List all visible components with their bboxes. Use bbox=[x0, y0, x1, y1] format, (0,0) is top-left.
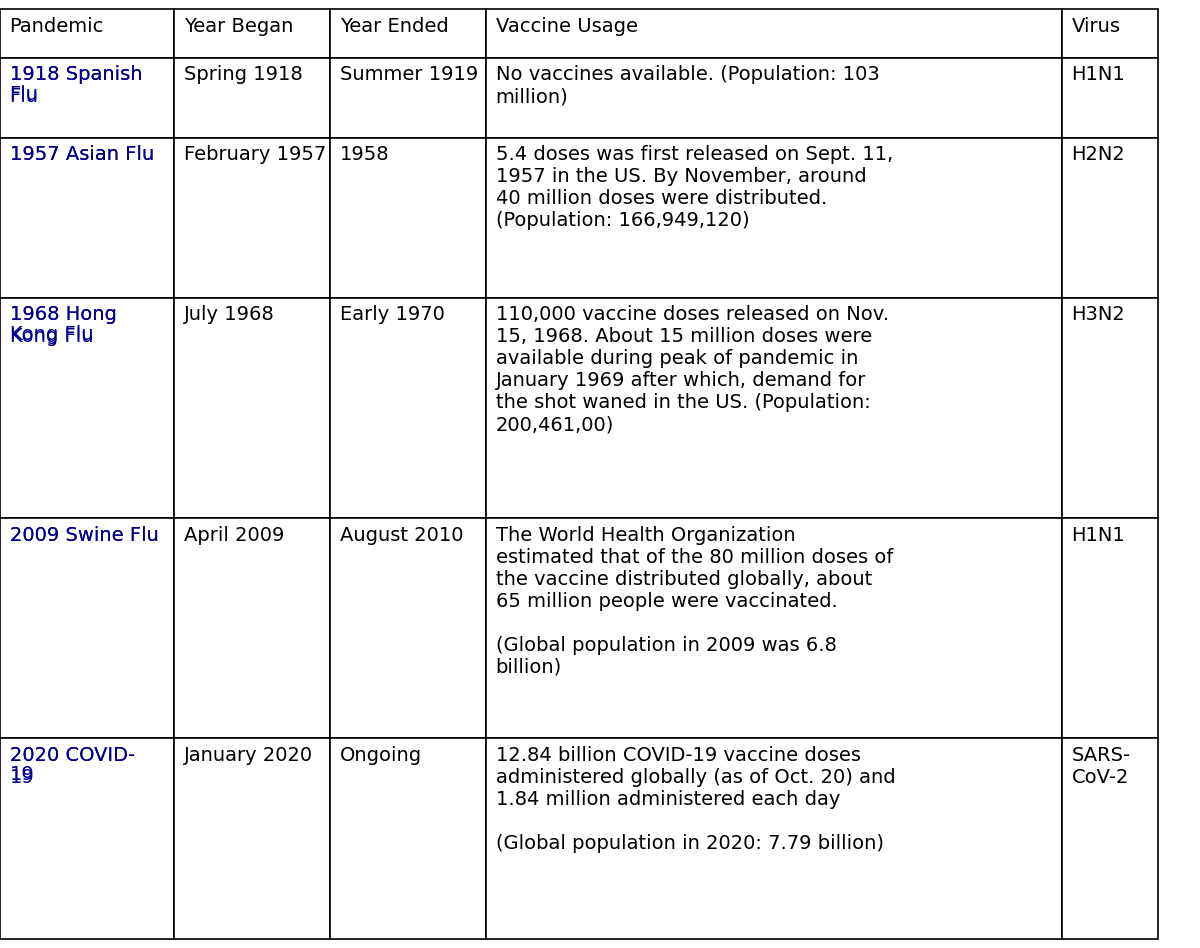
Bar bbox=[330, 58, 486, 137]
Bar bbox=[486, 137, 1062, 298]
Text: 5.4 doses was first released on Sept. 11,
1957 in the US. By November, around
40: 5.4 doses was first released on Sept. 11… bbox=[496, 145, 893, 230]
Text: February 1957: February 1957 bbox=[184, 145, 326, 164]
Text: Virus: Virus bbox=[1072, 17, 1121, 36]
Text: 1958: 1958 bbox=[340, 145, 389, 164]
Bar bbox=[174, 137, 330, 298]
Bar bbox=[0, 58, 174, 137]
Bar bbox=[1062, 518, 1158, 738]
Text: Summer 1919: Summer 1919 bbox=[340, 65, 478, 84]
Bar bbox=[1062, 9, 1158, 58]
Bar bbox=[0, 298, 174, 518]
Bar bbox=[330, 518, 486, 738]
Bar bbox=[174, 518, 330, 738]
Text: 2009 Swine Flu: 2009 Swine Flu bbox=[10, 525, 158, 545]
Bar bbox=[174, 298, 330, 518]
Text: H1N1: H1N1 bbox=[1072, 65, 1126, 84]
Text: No vaccines available. (Population: 103
million): No vaccines available. (Population: 103 … bbox=[496, 65, 880, 106]
Text: 2020 COVID-: 2020 COVID- bbox=[10, 746, 134, 765]
Bar bbox=[174, 9, 330, 58]
Bar bbox=[0, 518, 174, 738]
Text: August 2010: August 2010 bbox=[340, 525, 463, 545]
Text: 1968 Hong
Kong Flu: 1968 Hong Kong Flu bbox=[10, 305, 116, 346]
Text: H1N1: H1N1 bbox=[1072, 525, 1126, 545]
Bar bbox=[1062, 298, 1158, 518]
Text: January 2020: January 2020 bbox=[184, 746, 313, 765]
Text: Year Began: Year Began bbox=[184, 17, 293, 36]
Bar bbox=[174, 738, 330, 939]
Text: 1968 Hong: 1968 Hong bbox=[10, 305, 116, 324]
Text: Vaccine Usage: Vaccine Usage bbox=[496, 17, 637, 36]
Text: 1957 Asian Flu: 1957 Asian Flu bbox=[10, 145, 154, 164]
Text: 1918 Spanish: 1918 Spanish bbox=[10, 65, 142, 84]
Text: April 2009: April 2009 bbox=[184, 525, 284, 545]
Text: Spring 1918: Spring 1918 bbox=[184, 65, 302, 84]
Bar bbox=[1062, 58, 1158, 137]
Text: Early 1970: Early 1970 bbox=[340, 305, 444, 324]
Text: 19: 19 bbox=[10, 765, 35, 785]
Text: H3N2: H3N2 bbox=[1072, 305, 1126, 324]
Bar bbox=[330, 298, 486, 518]
Text: 2020 COVID-
19: 2020 COVID- 19 bbox=[10, 746, 134, 787]
Bar bbox=[330, 9, 486, 58]
Text: 110,000 vaccine doses released on Nov.
15, 1968. About 15 million doses were
ava: 110,000 vaccine doses released on Nov. 1… bbox=[496, 305, 888, 434]
Bar bbox=[486, 58, 1062, 137]
Bar bbox=[1062, 137, 1158, 298]
Bar bbox=[174, 58, 330, 137]
Text: Year Ended: Year Ended bbox=[340, 17, 449, 36]
Text: 1918 Spanish
Flu: 1918 Spanish Flu bbox=[10, 65, 142, 106]
Text: Kong Flu: Kong Flu bbox=[10, 325, 94, 344]
Bar bbox=[1062, 738, 1158, 939]
Bar bbox=[486, 9, 1062, 58]
Text: The World Health Organization
estimated that of the 80 million doses of
the vacc: The World Health Organization estimated … bbox=[496, 525, 893, 677]
Text: SARS-
CoV-2: SARS- CoV-2 bbox=[1072, 746, 1130, 787]
Bar bbox=[0, 9, 174, 58]
Bar bbox=[330, 137, 486, 298]
Text: 12.84 billion COVID-19 vaccine doses
administered globally (as of Oct. 20) and
1: 12.84 billion COVID-19 vaccine doses adm… bbox=[496, 746, 895, 853]
Text: 2009 Swine Flu: 2009 Swine Flu bbox=[10, 525, 158, 545]
Text: July 1968: July 1968 bbox=[184, 305, 275, 324]
Bar bbox=[486, 518, 1062, 738]
Bar bbox=[486, 298, 1062, 518]
Text: Ongoing: Ongoing bbox=[340, 746, 421, 765]
Text: H2N2: H2N2 bbox=[1072, 145, 1126, 164]
Text: Flu: Flu bbox=[10, 84, 38, 103]
Bar bbox=[0, 738, 174, 939]
Bar bbox=[486, 738, 1062, 939]
Bar bbox=[0, 137, 174, 298]
Text: 1957 Asian Flu: 1957 Asian Flu bbox=[10, 145, 154, 164]
Text: Pandemic: Pandemic bbox=[10, 17, 104, 36]
Bar bbox=[330, 738, 486, 939]
